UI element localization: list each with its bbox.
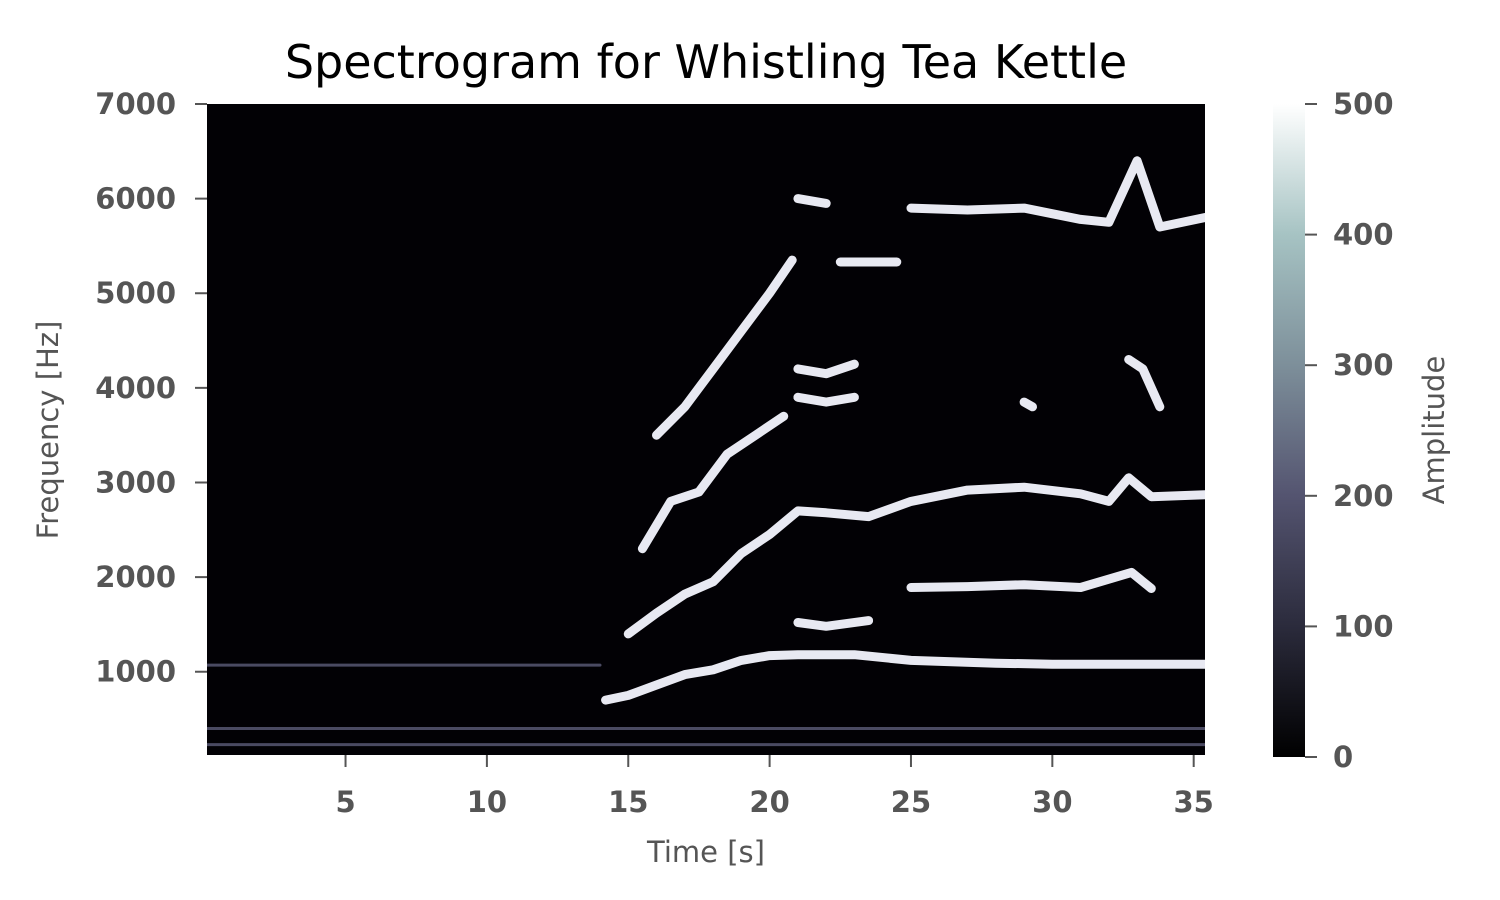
colorbar-tick-label: 300 (1333, 348, 1394, 382)
spectrogram-trace (637, 411, 789, 554)
x-tick-label: 5 (335, 785, 355, 819)
y-tick-label: 6000 (95, 182, 176, 216)
x-tick-label: 25 (891, 785, 931, 819)
colorbar-label: Amplitude (1417, 356, 1451, 505)
spectrogram-trace (1019, 397, 1037, 412)
x-tick-label: 10 (467, 785, 507, 819)
x-tick-label: 35 (1174, 785, 1214, 819)
colorbar-tick-label: 0 (1333, 740, 1353, 774)
spectrogram-trace (793, 392, 859, 407)
x-tick-label: 15 (608, 785, 648, 819)
colorbar (1273, 104, 1305, 757)
y-axis-ticks: 1000 2000 3000 4000 5000 6000 7000 (95, 87, 207, 689)
spectrogram-trace (906, 156, 1205, 232)
colorbar-tick-label: 500 (1333, 87, 1394, 121)
spectrogram-trace (1124, 355, 1165, 412)
x-axis-label: Time [s] (646, 835, 765, 869)
spectrogram-trace (793, 359, 859, 379)
spectrogram-trace (793, 194, 831, 208)
chart-title: Spectrogram for Whistling Tea Kettle (285, 35, 1127, 89)
y-tick-label: 3000 (95, 465, 176, 499)
spectrogram-trace (601, 650, 1205, 705)
y-tick-label: 4000 (95, 371, 176, 405)
spectrogram-trace (906, 567, 1156, 593)
x-axis-ticks: 5 10 15 20 25 30 35 (335, 755, 1214, 819)
plot-background (207, 104, 1205, 755)
spectrogram-trace (652, 255, 797, 440)
spectrogram-trace (623, 473, 1205, 639)
colorbar-ticks: 0 100 200 300 400 500 (1305, 87, 1394, 774)
y-tick-label: 7000 (95, 87, 176, 121)
spectrogram-layer (207, 156, 1205, 747)
y-tick-label: 2000 (95, 560, 176, 594)
y-tick-label: 5000 (95, 276, 176, 310)
y-axis-label: Frequency [Hz] (31, 321, 65, 540)
colorbar-tick-label: 200 (1333, 479, 1394, 513)
colorbar-tick-label: 100 (1333, 609, 1394, 643)
y-tick-label: 1000 (95, 655, 176, 689)
x-tick-label: 30 (1032, 785, 1072, 819)
spectrogram-trace (793, 616, 874, 631)
colorbar-tick-label: 400 (1333, 218, 1394, 252)
x-tick-label: 20 (749, 785, 789, 819)
